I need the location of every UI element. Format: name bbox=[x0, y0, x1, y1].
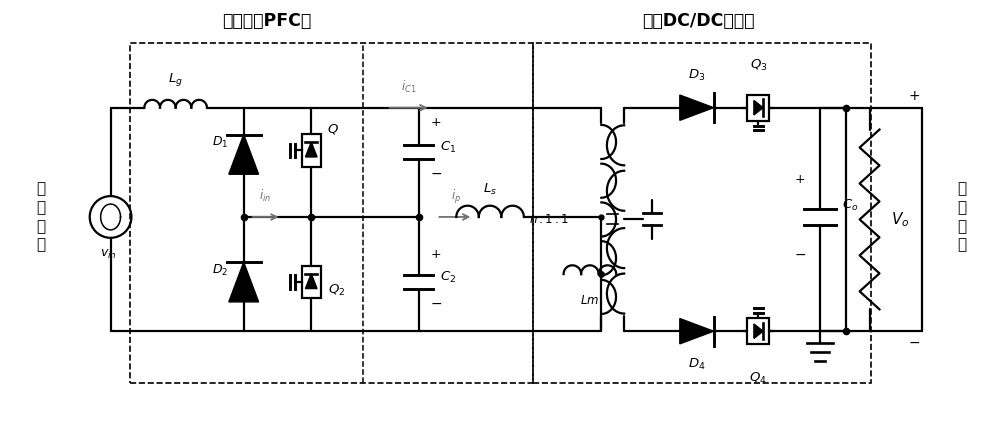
Bar bbox=[747, 95, 769, 121]
Text: $i_{in}$: $i_{in}$ bbox=[259, 188, 272, 204]
Text: +: + bbox=[908, 89, 920, 103]
Text: +: + bbox=[431, 116, 442, 129]
Text: 输
入
电
路: 输 入 电 路 bbox=[36, 181, 46, 252]
Polygon shape bbox=[305, 142, 317, 157]
Text: +: + bbox=[795, 173, 805, 186]
Polygon shape bbox=[229, 262, 259, 302]
Text: $D_2$: $D_2$ bbox=[212, 262, 228, 278]
Text: $C_2$: $C_2$ bbox=[440, 270, 457, 284]
Text: 图腾柱式PFC级: 图腾柱式PFC级 bbox=[222, 12, 311, 30]
Text: $i_{C1}$: $i_{C1}$ bbox=[401, 79, 416, 95]
Text: −: − bbox=[431, 297, 442, 311]
Text: $L_g$: $L_g$ bbox=[168, 71, 183, 88]
Text: $Q_3$: $Q_3$ bbox=[750, 58, 767, 73]
Text: $n:1:1$: $n:1:1$ bbox=[529, 213, 570, 226]
Text: $V_o$: $V_o$ bbox=[891, 210, 910, 229]
Text: $Q_4$: $Q_4$ bbox=[749, 371, 767, 386]
Text: $Lm$: $Lm$ bbox=[580, 294, 599, 307]
Text: 输
出
负
载: 输 出 负 载 bbox=[957, 181, 967, 252]
Text: $Q$: $Q$ bbox=[327, 122, 339, 135]
Text: +: + bbox=[431, 248, 442, 261]
Polygon shape bbox=[229, 135, 259, 174]
Text: $D_4$: $D_4$ bbox=[688, 357, 705, 372]
Text: $C_1$: $C_1$ bbox=[440, 140, 457, 155]
Text: $D_1$: $D_1$ bbox=[212, 135, 228, 150]
Polygon shape bbox=[680, 95, 714, 120]
Text: $L_s$: $L_s$ bbox=[483, 182, 497, 197]
Text: $i_p$: $i_p$ bbox=[451, 188, 461, 206]
Bar bbox=[533, 43, 871, 383]
Bar bbox=[302, 134, 321, 167]
Polygon shape bbox=[680, 319, 714, 344]
Text: $C_o$: $C_o$ bbox=[842, 197, 858, 213]
Text: −: − bbox=[794, 248, 806, 262]
Text: $D_3$: $D_3$ bbox=[688, 68, 705, 83]
Bar bbox=[747, 318, 769, 344]
Text: $v_{in}$: $v_{in}$ bbox=[100, 248, 117, 261]
Text: 半桥DC/DC变换器: 半桥DC/DC变换器 bbox=[642, 12, 755, 30]
Text: $Q_2$: $Q_2$ bbox=[328, 282, 346, 298]
Polygon shape bbox=[305, 274, 317, 289]
Text: −: − bbox=[431, 167, 442, 181]
Text: −: − bbox=[908, 336, 920, 350]
Bar bbox=[302, 265, 321, 298]
Polygon shape bbox=[754, 100, 763, 115]
Polygon shape bbox=[754, 324, 763, 338]
Bar bbox=[130, 43, 533, 383]
